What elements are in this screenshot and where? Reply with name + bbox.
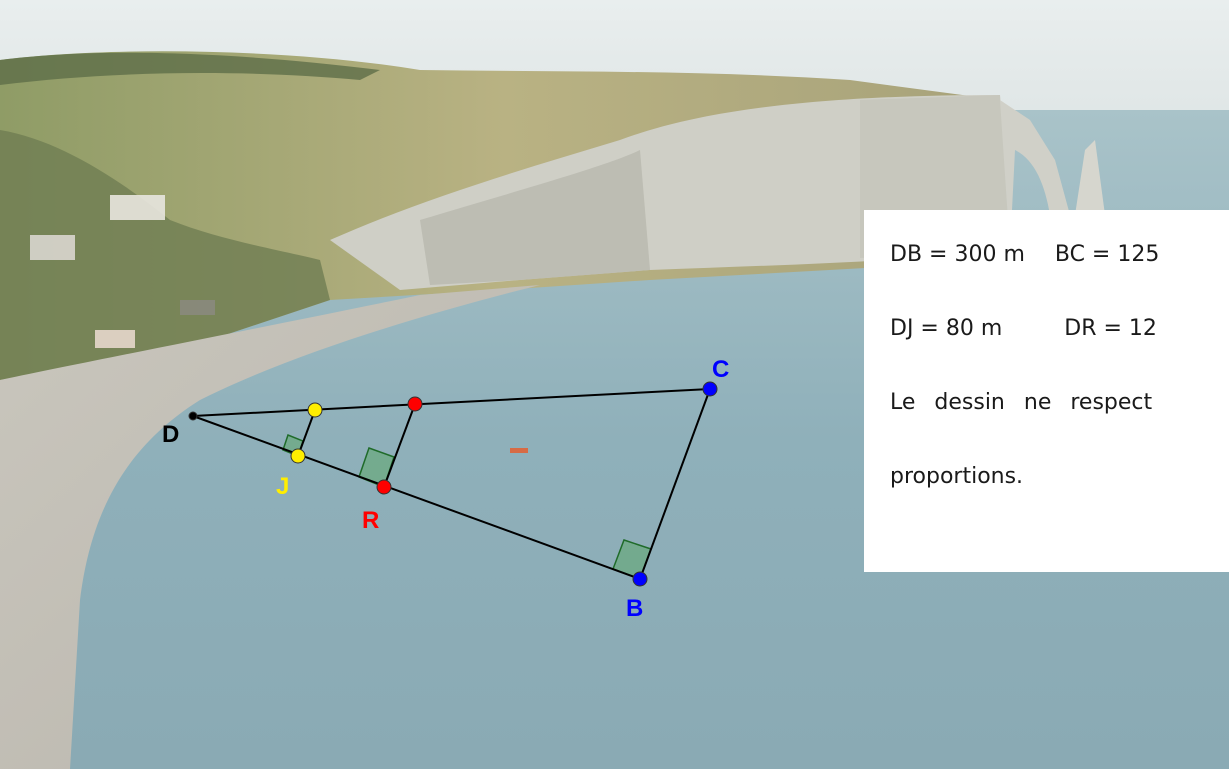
right-angle-marker-r [358, 447, 395, 488]
label-j: J [276, 473, 289, 500]
note-line-1: Le dessin ne respect [890, 390, 1153, 415]
info-box: DB = 300 m BC = 125 DJ = 80 m DR = 12 Le d… [864, 210, 1229, 572]
label-d: D [162, 421, 179, 448]
measure-bc: BC = 125 [1054, 242, 1160, 267]
point-j [290, 448, 306, 464]
label-c: C [712, 356, 729, 383]
right-angle-marker-b [612, 539, 652, 580]
point-d [188, 411, 198, 421]
measure-db: DB = 300 m [890, 242, 1025, 267]
point-dc-j-foot [307, 402, 323, 418]
measure-dj: DJ = 80 m [890, 316, 1003, 341]
measure-dr: DR = 12 [1064, 316, 1157, 341]
point-r [376, 479, 392, 495]
label-b: B [626, 595, 643, 622]
label-r: R [362, 507, 379, 534]
segment-db [192, 415, 641, 580]
segment-r-perp [383, 403, 416, 488]
segment-dc [192, 388, 711, 417]
segment-j-perp [297, 409, 316, 457]
point-dc-r-foot [407, 396, 423, 412]
point-b [632, 571, 648, 587]
segment-bc [639, 388, 711, 580]
measure-line-1: DB = 300 m BC = 125 [890, 240, 1229, 270]
point-c [702, 381, 718, 397]
note-line-2: proportions. [890, 464, 1024, 489]
measure-line-2: DJ = 80 m DR = 12 [890, 314, 1229, 344]
